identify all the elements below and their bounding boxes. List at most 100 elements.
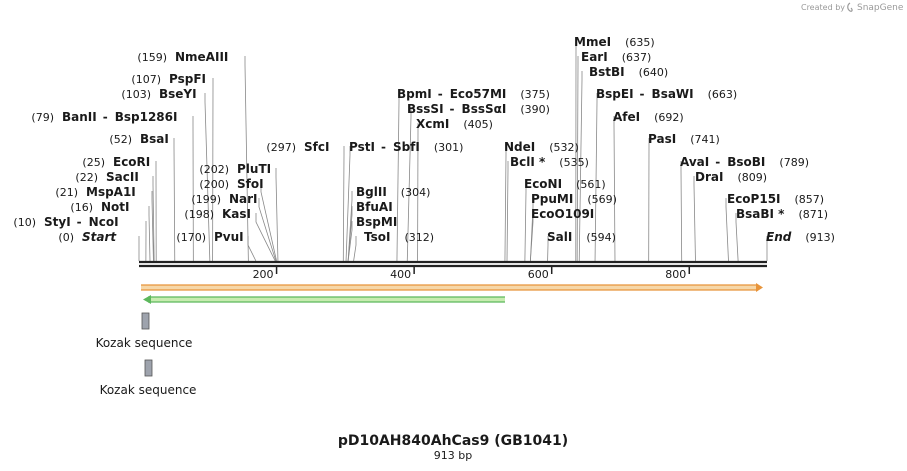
site-nmeaiii[interactable]: NmeAIII (159) [137,50,228,64]
orf-reverse-arrow[interactable] [143,295,505,304]
site-position: (535) [559,156,589,169]
enzyme-name: PvuI [214,230,244,244]
site-mspa1i[interactable]: MspA1I (21) [55,185,135,199]
site-econi[interactable]: EcoNI (561) [524,177,606,191]
cut-site-line [353,236,357,262]
cut-site-line [576,56,579,262]
enzyme-name: NdeI [504,140,535,154]
site-ndei[interactable]: NdeI (532) [504,140,579,154]
site-position: (199) [191,193,221,206]
site-psti[interactable]: PstI - SbfI (301) [349,140,463,154]
enzyme-name-alt: BssSαI [462,102,507,116]
site-bstbi[interactable]: BstBI (640) [589,65,668,79]
credit-prefix: Created by [801,3,845,12]
site-position: (663) [708,88,738,101]
site-bpmi[interactable]: BpmI - Eco57MI (375) [397,87,550,101]
cut-site-line [347,191,353,262]
cut-site-line [406,108,412,262]
site-afei[interactable]: AfeI (692) [613,110,684,124]
feature-kozak-1[interactable]: Kozak sequence [96,312,193,350]
enzyme-name: NotI [101,200,130,214]
site-ppumi[interactable]: PpuMI (569) [531,192,617,206]
cut-site-line [506,161,509,262]
cut-site-lines [138,41,768,262]
site-position: (159) [137,51,167,64]
site-bspei[interactable]: BspEI - BsaWI (663) [596,87,737,101]
site-xcmi[interactable]: XcmI (405) [416,117,493,131]
sequence-title: pD10AH840AhCas9 (GB1041) [338,433,568,449]
site-bsai[interactable]: BsaI (52) [109,132,168,146]
site-pasi[interactable]: PasI (741) [648,132,720,146]
site-sfoi[interactable]: SfoI (200) [199,177,263,191]
ruler-tick-label: 600 [528,268,549,281]
site-position: (635) [625,36,655,49]
site-bsabi[interactable]: BsaBI * (871) [736,207,828,221]
site-bcli[interactable]: BclI * (535) [510,155,589,169]
ruler-tick-label: 200 [253,268,274,281]
enzyme-name: EarI [581,50,608,64]
ruler: 200 400 600 800 [253,266,691,281]
site-position: (79) [31,111,54,124]
site-sali[interactable]: SalI (594) [547,230,616,244]
site-end[interactable]: End (913) [766,230,835,244]
site-position: (913) [805,231,835,244]
site-bfuai[interactable]: BfuAI [356,200,393,214]
site-eari[interactable]: EarI (637) [581,50,651,64]
enzyme-name: BpmI [397,87,432,101]
enzyme-name: BstBI [589,65,625,79]
enzyme-name-alt: BsoBI [727,155,765,169]
cut-site-line [151,191,154,262]
site-position: (569) [587,193,617,206]
enzyme-name: BclI * [510,155,546,169]
site-start[interactable]: Start (0) [58,230,117,244]
cut-site-line [529,213,534,262]
site-position: (301) [434,141,464,154]
site-position: (871) [798,208,828,221]
enzyme-name-alt: Eco57MI [450,87,507,101]
site-banii[interactable]: BanII - Bsp1286I (79) [31,110,177,124]
site-pvui[interactable]: PvuI (170) [176,230,243,244]
site-pspfi[interactable]: PspFI (107) [131,72,206,86]
site-bseyi[interactable]: BseYI (103) [121,87,196,101]
site-bspmi[interactable]: BspMI [356,215,397,229]
site-bglii[interactable]: BglII (304) [356,185,430,199]
site-mmei[interactable]: MmeI (635) [574,35,655,49]
orf-forward-arrow[interactable] [141,283,763,292]
cut-site-line [578,71,583,262]
credit-brand: SnapGene [857,3,904,13]
snapgene-logo-icon [847,2,853,12]
site-kasi[interactable]: KasI (198) [184,207,251,221]
site-position: (312) [404,231,434,244]
cut-site-line [148,206,151,262]
cut-site-line [693,176,696,262]
cut-site-line [725,198,729,262]
site-styi[interactable]: StyI - NcoI (10) [13,215,118,229]
site-pluti[interactable]: PluTI (202) [199,162,271,176]
site-position: (21) [55,186,78,199]
site-drai[interactable]: DraI (809) [695,170,767,184]
enzyme-name: BglII [356,185,387,199]
cut-site-line [680,161,683,262]
enzyme-name: SalI [547,230,572,244]
cut-site-line [347,221,353,262]
site-position: (405) [463,118,493,131]
site-position: (561) [576,178,606,191]
site-nari[interactable]: NarI (199) [191,192,257,206]
site-tsoi[interactable]: TsoI (312) [364,230,434,244]
site-ecop15i[interactable]: EcoP15I (857) [727,192,824,206]
site-ecoo109i[interactable]: EcoO109I [531,207,594,221]
enzyme-name: BsaI [140,132,169,146]
site-sacii[interactable]: SacII (22) [75,170,138,184]
enzyme-name: BspEI [596,87,634,101]
cut-site-line [247,236,257,262]
site-ecori[interactable]: EcoRI (25) [82,155,150,169]
enzyme-name: AvaI [680,155,709,169]
enzyme-separator: - [103,110,108,124]
site-bsssi[interactable]: BssSI - BssSαI (390) [407,102,550,116]
site-noti[interactable]: NotI (16) [70,200,129,214]
feature-kozak-2[interactable]: Kozak sequence [100,359,197,397]
site-sfci[interactable]: SfcI (297) [266,140,329,154]
site-position: (170) [176,231,206,244]
site-avai[interactable]: AvaI - BsoBI (789) [680,155,809,169]
enzyme-separator: - [640,87,645,101]
